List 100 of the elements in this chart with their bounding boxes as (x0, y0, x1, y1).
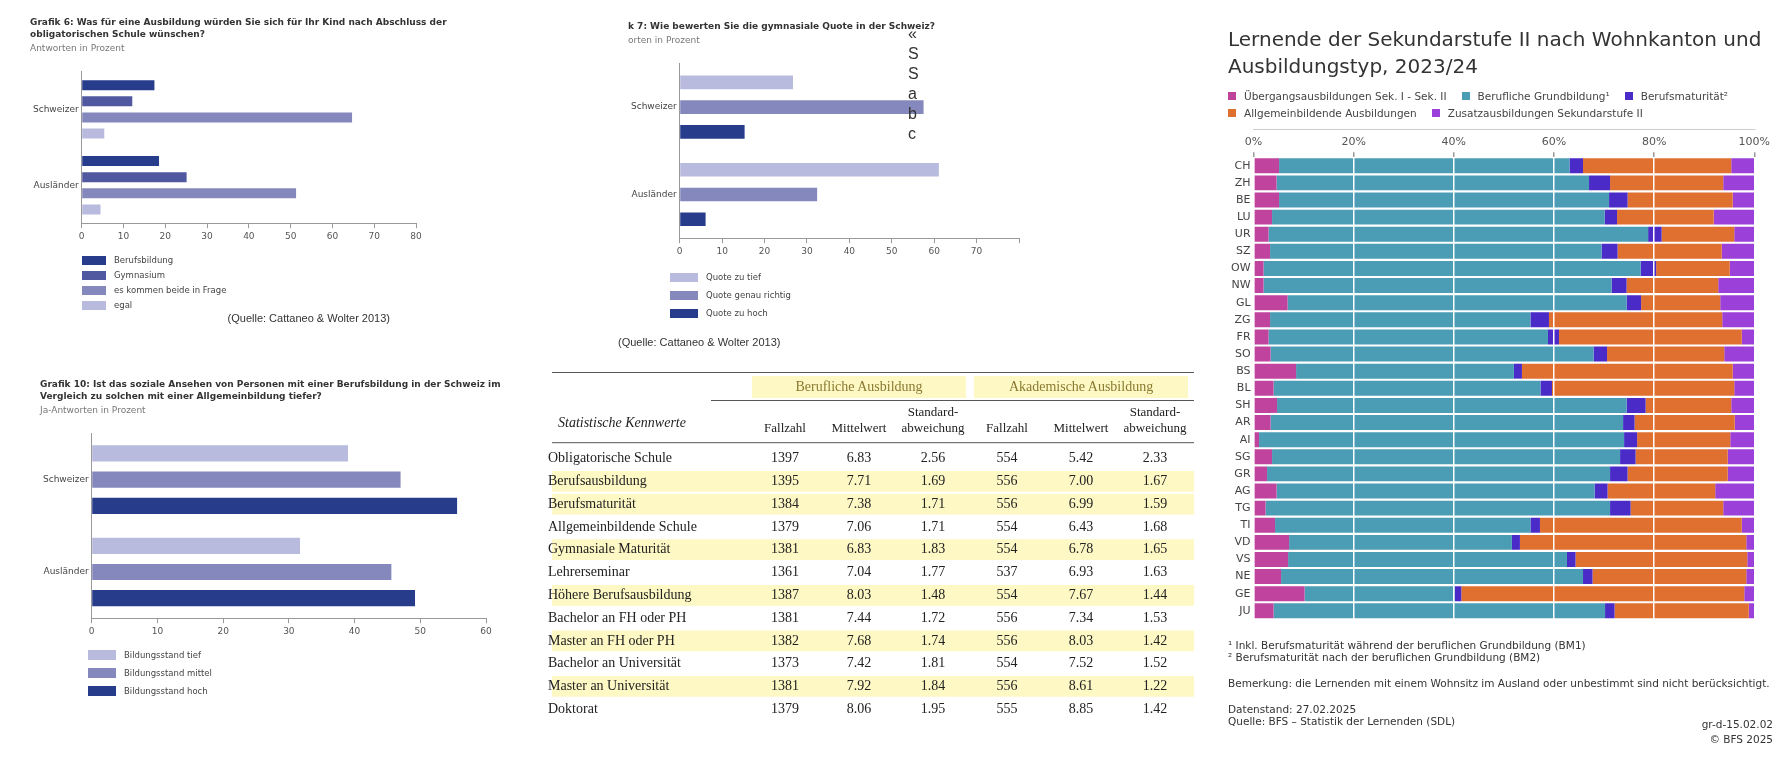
bar (1721, 243, 1755, 259)
bar (1287, 295, 1627, 311)
text: Datenstand: 27.02.2025 (1228, 703, 1358, 715)
data-label: 7.67 (1068, 586, 1094, 602)
bar (1254, 243, 1271, 259)
bar (1254, 380, 1274, 396)
bar (1265, 500, 1611, 516)
data-label: 554 (996, 518, 1018, 534)
bar (1732, 363, 1755, 379)
bar (1607, 483, 1716, 499)
bar (1607, 346, 1725, 362)
bar (1270, 312, 1531, 328)
bar (1263, 278, 1612, 294)
text: © BFS 2025 (1709, 733, 1773, 745)
x-tick-label: 0 (88, 626, 95, 637)
y-tick-label: SZ (1236, 244, 1251, 258)
x-tick-label: 30 (201, 231, 214, 242)
bar (1623, 415, 1635, 431)
bar (1723, 500, 1755, 516)
data-label: 1.81 (920, 655, 946, 671)
y-tick-label: UR (1234, 227, 1251, 241)
x-tick-label: 40 (243, 231, 255, 242)
data-label: 7.68 (846, 632, 872, 648)
data-label: 554 (996, 450, 1018, 466)
y-tick-label: GL (1235, 295, 1252, 309)
x-tick-label: Mittelwert (1053, 419, 1109, 435)
text: Akademische Ausbildung (1008, 378, 1154, 394)
bar (1575, 552, 1748, 567)
x-tick-label: 40 (348, 626, 361, 637)
data-label: 7.00 (1068, 473, 1094, 489)
data-label: 7.06 (846, 518, 872, 534)
data-label: 1381 (771, 678, 799, 694)
y-tick-label: ZG (1234, 312, 1251, 326)
bar (1270, 243, 1602, 259)
x-tick-label: 80% (1641, 135, 1667, 149)
bar (1513, 363, 1522, 379)
x-tick-label: 20 (159, 231, 172, 242)
bar (1267, 466, 1611, 482)
legend-label: Berufliche Grundbildung¹ (1477, 90, 1610, 102)
bar (1620, 449, 1636, 465)
data-label: 1.44 (1142, 586, 1168, 602)
bar (1627, 466, 1728, 482)
x-tick-label: 50 (886, 246, 898, 257)
y-tick-label: CH (1234, 158, 1251, 172)
bar (1254, 260, 1264, 276)
y-tick-label: Allgemeinbildende Schule (548, 518, 697, 534)
data-label: 555 (996, 700, 1018, 716)
x-tick-label: 60 (326, 231, 339, 242)
bar (1641, 295, 1721, 311)
bar (1594, 483, 1608, 499)
y-tick-label: TI (1239, 518, 1251, 532)
y-tick-label: Schweizer (630, 101, 678, 112)
bar (1521, 363, 1733, 379)
bar (1254, 192, 1280, 208)
x-tick-label: 0% (1244, 135, 1263, 149)
bar (1741, 517, 1755, 533)
data-label: 1395 (771, 473, 799, 489)
bar (1627, 192, 1733, 208)
x-tick-label: 20% (1341, 135, 1366, 149)
text: Bemerkung: die Lernenden mit einem Wohnsitz im Ausland oder unbestimmt sind nicht berücksichtigt. (1228, 677, 1771, 689)
chart-subtitle: Ja-Antworten in Prozent (40, 405, 147, 416)
y-tick-label: Berufsausbildung (548, 473, 647, 489)
bar (1276, 175, 1590, 191)
data-label: 7.38 (846, 495, 872, 511)
bar (1254, 517, 1276, 533)
x-tick-label: 30 (801, 246, 813, 257)
bar (1548, 312, 1723, 328)
bar (1617, 243, 1722, 259)
data-label: 6.83 (846, 541, 872, 557)
data-label: 1.22 (1142, 678, 1168, 694)
x-tick-label: Mittelwert (831, 419, 887, 435)
bar (1635, 449, 1728, 465)
bar (82, 204, 101, 215)
bar (1734, 415, 1755, 431)
bar (1569, 158, 1584, 174)
chart-title: k 7: Wie bewerten Sie die gymnasiale Quote in der Schweiz? (628, 20, 936, 31)
bar (1254, 158, 1280, 174)
y-tick-label: Bachelor an Universität (548, 655, 682, 671)
data-label: 1.83 (920, 541, 946, 557)
data-label: 6.43 (1068, 518, 1094, 534)
data-label: 1.77 (920, 564, 946, 580)
x-tick-label: Fallzahl (986, 419, 1029, 435)
legend-label: Gymnasium (114, 270, 165, 281)
bar (1276, 483, 1595, 499)
data-label: 1.53 (1142, 609, 1168, 625)
data-label: 537 (996, 564, 1018, 580)
bar (92, 564, 392, 581)
bar (1254, 569, 1282, 585)
y-tick-label: BE (1236, 192, 1251, 206)
y-tick-label: Ausländer (43, 566, 90, 577)
bar (1519, 534, 1747, 550)
bar (1254, 363, 1297, 379)
x-tick-label: 80 (410, 231, 422, 242)
y-tick-label: SO (1234, 346, 1251, 360)
y-tick-label: FR (1236, 329, 1251, 343)
y-tick-label: Master an FH oder PH (548, 632, 675, 648)
bar (1734, 380, 1755, 396)
bar (1254, 346, 1271, 362)
x-tick-label: 60 (928, 246, 941, 257)
bar (1275, 517, 1531, 533)
